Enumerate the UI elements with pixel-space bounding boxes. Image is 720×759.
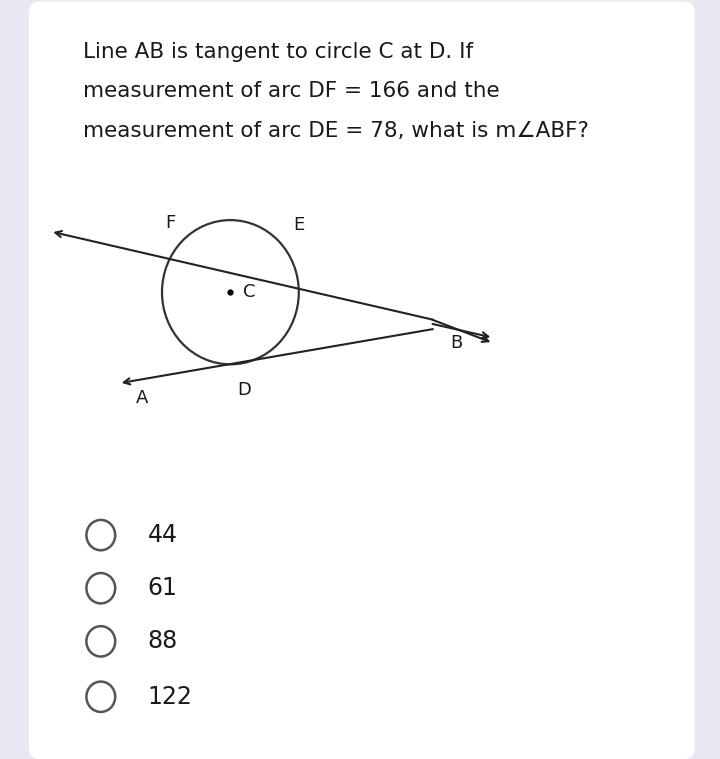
- Text: E: E: [293, 216, 304, 235]
- Text: 44: 44: [148, 523, 178, 547]
- Text: A: A: [135, 389, 148, 408]
- Text: measurement of arc DF = 166 and the: measurement of arc DF = 166 and the: [83, 81, 500, 101]
- Text: B: B: [450, 334, 462, 352]
- Text: measurement of arc DE = 78, what is m∠ABF?: measurement of arc DE = 78, what is m∠AB…: [83, 121, 589, 140]
- Text: F: F: [166, 214, 176, 232]
- Text: 61: 61: [148, 576, 177, 600]
- Text: C: C: [243, 283, 256, 301]
- Text: Line AB is tangent to circle C at D. If: Line AB is tangent to circle C at D. If: [83, 42, 473, 61]
- Text: 122: 122: [148, 685, 192, 709]
- Text: 88: 88: [148, 629, 178, 653]
- Text: D: D: [238, 381, 251, 399]
